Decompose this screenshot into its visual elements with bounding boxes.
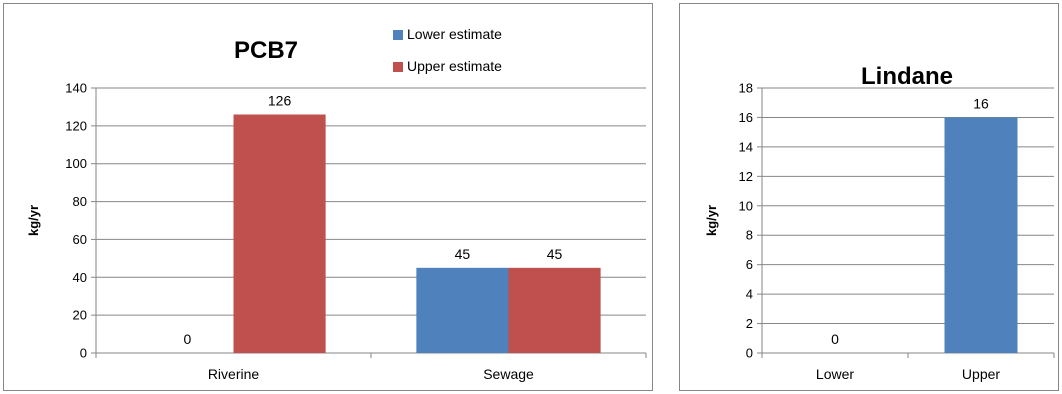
lindane-chart-panel: 0 2 4 6 8 10 12 14 16 18 Lower Upper 0 16 Lindane kg/yr bbox=[679, 3, 1059, 391]
y-tick-label: 12 bbox=[739, 169, 753, 184]
data-label: 0 bbox=[831, 331, 839, 347]
y-tick-label: 14 bbox=[739, 139, 753, 154]
legend-entry: Upper estimate bbox=[407, 58, 502, 74]
x-tick-label: Riverine bbox=[208, 366, 260, 382]
y-tick-label: 120 bbox=[65, 118, 87, 133]
y-tick-label: 16 bbox=[739, 110, 753, 125]
y-tick-label: 8 bbox=[746, 228, 753, 243]
bar bbox=[944, 117, 1018, 353]
lindane-chart: 0 2 4 6 8 10 12 14 16 18 Lower Upper 0 16 Lindane kg/yr bbox=[704, 63, 1055, 382]
data-label: 45 bbox=[455, 246, 471, 262]
legend-swatch bbox=[393, 30, 403, 40]
bar bbox=[508, 267, 601, 353]
x-tick-label: Upper bbox=[962, 366, 1000, 382]
y-tick-label: 6 bbox=[746, 257, 753, 272]
y-tick-label: 4 bbox=[746, 287, 753, 302]
pcb7-chart-panel: 0 20 40 60 80 100 120 140 Riverine Sewage 0 45 126 45… bbox=[3, 3, 653, 391]
y-axis-label: kg/yr bbox=[26, 205, 41, 236]
y-tick-label: 60 bbox=[73, 232, 87, 247]
x-tick-label: Sewage bbox=[483, 366, 534, 382]
bar bbox=[416, 267, 509, 353]
legend-entry: Lower estimate bbox=[407, 26, 502, 42]
data-label: 16 bbox=[973, 95, 989, 111]
data-label: 45 bbox=[547, 246, 563, 262]
y-tick-label: 100 bbox=[65, 156, 87, 171]
y-tick-label: 18 bbox=[739, 81, 753, 96]
chart-title: Lindane bbox=[861, 63, 953, 90]
y-axis-label: kg/yr bbox=[704, 205, 719, 236]
x-tick-label: Lower bbox=[816, 366, 854, 382]
data-label: 0 bbox=[184, 331, 192, 347]
y-tick-label: 2 bbox=[746, 316, 753, 331]
y-tick-label: 0 bbox=[80, 346, 87, 361]
legend-swatch bbox=[393, 62, 403, 72]
y-tick-label: 40 bbox=[73, 270, 87, 285]
chart-title: PCB7 bbox=[234, 37, 298, 64]
data-label: 126 bbox=[268, 93, 292, 109]
y-tick-label: 140 bbox=[65, 81, 87, 96]
y-tick-label: 80 bbox=[73, 194, 87, 209]
y-tick-label: 0 bbox=[746, 346, 753, 361]
y-tick-label: 10 bbox=[739, 198, 753, 213]
bar bbox=[233, 114, 326, 353]
pcb7-chart: 0 20 40 60 80 100 120 140 Riverine Sewage 0 45 126 45… bbox=[26, 26, 647, 382]
y-tick-label: 20 bbox=[73, 308, 87, 323]
